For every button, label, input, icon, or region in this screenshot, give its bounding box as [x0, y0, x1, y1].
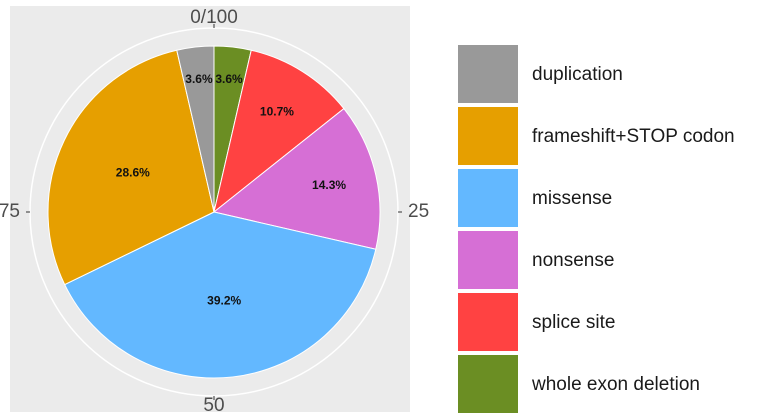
- legend-key: [458, 45, 518, 103]
- legend-key: [458, 355, 518, 413]
- legend-key: [458, 169, 518, 227]
- data-label: 39.2%: [207, 294, 241, 308]
- legend-key: [458, 107, 518, 165]
- data-label: 3.6%: [185, 72, 213, 86]
- legend-key: [458, 293, 518, 351]
- tick-label: 25: [408, 201, 429, 222]
- pie-slice: [213, 49, 345, 214]
- legend-label: duplication: [532, 64, 623, 85]
- data-label: 3.6%: [215, 72, 243, 86]
- data-label: 28.6%: [116, 165, 150, 179]
- data-label: 14.3%: [312, 178, 346, 192]
- legend-label: missense: [532, 188, 612, 209]
- pie-slice: [47, 49, 215, 286]
- legend-label: whole exon deletion: [531, 374, 700, 395]
- pie-slice: [64, 211, 377, 379]
- legend-label: nonsense: [532, 250, 614, 271]
- tick-label: 0/100: [190, 7, 238, 28]
- tick-label: 50: [203, 395, 224, 414]
- legend-label: frameshift+STOP codon: [532, 126, 735, 147]
- pie-slice: [176, 45, 215, 213]
- legend-label: splice site: [532, 312, 615, 333]
- tick-label: 75: [0, 201, 20, 222]
- legend-key: [458, 231, 518, 289]
- data-label: 10.7%: [260, 104, 294, 118]
- pie-slice: [212, 107, 381, 250]
